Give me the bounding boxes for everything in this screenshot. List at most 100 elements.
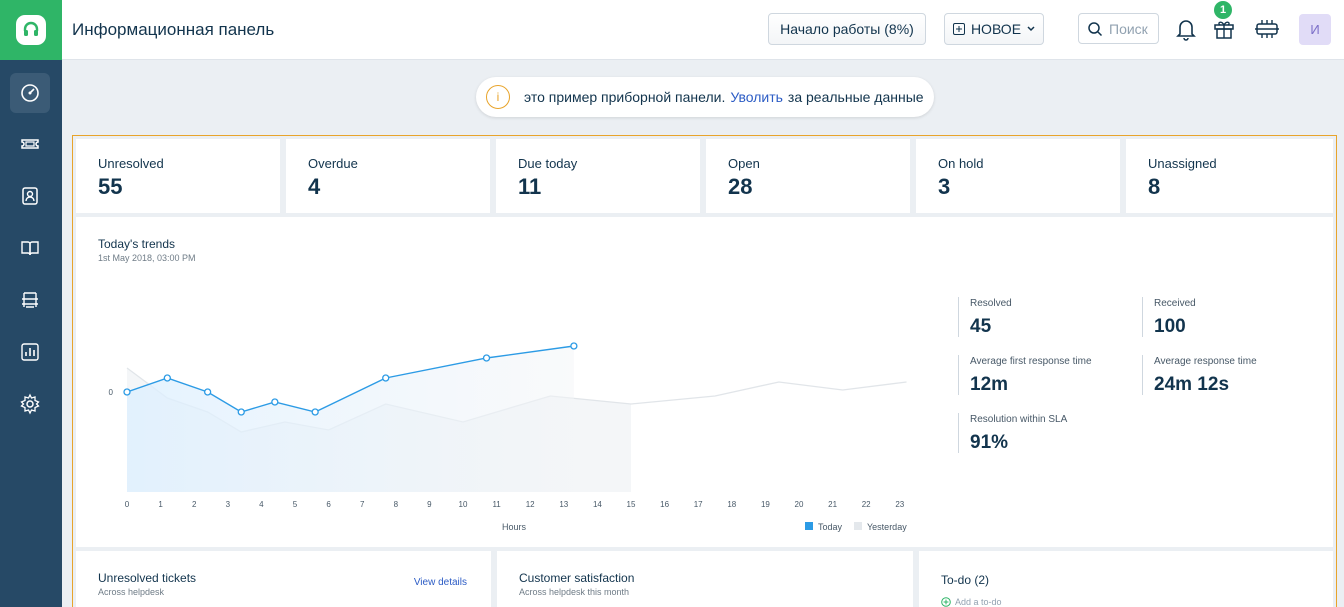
book-icon	[21, 241, 39, 256]
notifications-button[interactable]	[1173, 16, 1199, 42]
card-value: 11	[518, 174, 542, 199]
card-label: Unassigned	[1148, 156, 1217, 171]
customer-satisfaction-panel: Customer satisfaction Across helpdesk th…	[497, 551, 913, 607]
nav-dashboard[interactable]	[10, 73, 50, 113]
card-value: 3	[938, 174, 951, 199]
nav-forums[interactable]	[10, 280, 50, 320]
trends-title: Today's trends	[98, 237, 175, 251]
panel-title: Unresolved tickets	[98, 571, 197, 585]
x-tick-label: 12	[526, 500, 535, 509]
x-tick-label: 22	[862, 500, 871, 509]
nav-reports[interactable]	[10, 332, 50, 372]
headset-logo-icon	[16, 15, 46, 45]
stat-label: Average first response time	[970, 356, 1092, 367]
add-todo-button[interactable]: Add a to-do	[941, 597, 1002, 607]
x-tick-label: 20	[795, 500, 804, 509]
x-tick-label: 10	[459, 500, 468, 509]
search-icon	[1088, 21, 1103, 36]
card-due-today[interactable]: Due today 11	[496, 139, 700, 213]
stat-label: Resolution within SLA	[970, 414, 1068, 425]
panel-title: To-do (2)	[941, 573, 990, 587]
stat-resolved: Resolved 45	[958, 297, 1012, 337]
panel-subtitle: Across helpdesk this month	[519, 587, 630, 597]
nav-settings[interactable]	[10, 384, 50, 424]
bell-icon	[1176, 20, 1196, 41]
info-icon: i	[486, 85, 510, 109]
nav-knowledge-base[interactable]	[10, 228, 50, 268]
todo-panel: To-do (2) Add a to-do	[919, 551, 1333, 607]
x-tick-label: 16	[660, 500, 669, 509]
search-input[interactable]: Поиск	[1078, 13, 1159, 44]
x-axis-label: Hours	[502, 522, 527, 532]
today-point	[163, 374, 171, 382]
legend-swatch	[805, 522, 813, 530]
sidebar	[0, 0, 62, 607]
stat-first-response: Average first response time 12m	[958, 355, 1092, 395]
today-point	[237, 408, 245, 416]
today-point	[203, 388, 212, 396]
x-tick-label: 8	[394, 500, 399, 509]
apps-button[interactable]	[1254, 16, 1280, 42]
gift-icon	[1214, 21, 1234, 39]
apps-switcher-icon	[1255, 20, 1279, 38]
plus-circle-icon	[941, 597, 951, 607]
dashboard-area: Unresolved 55 Overdue 4 Due today 11 Ope…	[72, 135, 1337, 607]
card-overdue[interactable]: Overdue 4	[286, 139, 490, 213]
app-logo[interactable]	[0, 0, 62, 60]
x-tick-label: 11	[492, 500, 501, 509]
card-value: 55	[98, 174, 123, 199]
card-unresolved[interactable]: Unresolved 55	[76, 139, 280, 213]
x-tick-label: 4	[259, 500, 264, 509]
nav-contacts[interactable]	[10, 176, 50, 216]
sample-data-banner: i это пример приборной панели. Уволить з…	[476, 77, 934, 117]
stat-sla: Resolution within SLA 91%	[958, 413, 1067, 453]
contacts-icon	[22, 187, 38, 205]
new-button[interactable]: НОВОЕ	[944, 13, 1044, 45]
today-area	[127, 346, 574, 492]
card-value: 28	[728, 174, 753, 199]
dismiss-link[interactable]: Уволить	[730, 89, 783, 105]
x-tick-label: 7	[360, 500, 365, 509]
view-details-link[interactable]: View details	[413, 577, 467, 588]
card-unassigned[interactable]: Unassigned 8	[1126, 139, 1333, 213]
y-tick-label: 0	[109, 388, 114, 397]
today-point	[570, 342, 578, 350]
stat-value: 24m 12s	[1154, 374, 1230, 395]
nav-tickets[interactable]	[10, 124, 50, 164]
x-tick-label: 21	[828, 500, 837, 509]
x-tick-label: 14	[593, 500, 602, 509]
x-tick-label: 5	[293, 500, 298, 509]
today-point	[123, 388, 131, 396]
stat-value: 12m	[970, 374, 1009, 395]
x-tick-label: 15	[627, 500, 636, 509]
x-tick-label: 2	[192, 500, 197, 509]
getting-started-button[interactable]: Начало работы (8%)	[768, 13, 926, 45]
x-tick-label: 23	[895, 500, 904, 509]
card-on-hold[interactable]: On hold 3	[916, 139, 1120, 213]
forum-icon	[22, 292, 38, 308]
unresolved-tickets-panel: Unresolved tickets Across helpdesk View …	[76, 551, 491, 607]
reports-chart-icon	[21, 343, 39, 361]
banner-text-after: за реальные данные	[787, 89, 924, 105]
stat-avg-response: Average response time 24m 12s	[1142, 355, 1257, 395]
legend-label: Today	[818, 522, 843, 532]
search-placeholder: Поиск	[1109, 20, 1148, 37]
new-button-label: НОВОЕ	[970, 21, 1022, 37]
card-label: Overdue	[308, 156, 358, 171]
stat-value: 45	[970, 316, 992, 337]
gifts-button[interactable]	[1211, 16, 1237, 42]
today-point	[482, 354, 491, 362]
card-open[interactable]: Open 28	[706, 139, 910, 213]
stat-value: 91%	[970, 432, 1009, 453]
stat-received: Received 100	[1142, 297, 1196, 337]
ticket-icon	[21, 139, 39, 149]
stat-label: Resolved	[970, 298, 1012, 309]
add-todo-label: Add a to-do	[955, 597, 1002, 607]
x-tick-label: 3	[226, 500, 231, 509]
card-value: 8	[1148, 174, 1161, 199]
panel-subtitle: Across helpdesk	[98, 587, 165, 597]
avatar[interactable]: И	[1299, 14, 1331, 45]
card-label: Due today	[518, 156, 578, 171]
chevron-down-icon	[1027, 26, 1035, 32]
stat-value: 100	[1154, 316, 1186, 337]
